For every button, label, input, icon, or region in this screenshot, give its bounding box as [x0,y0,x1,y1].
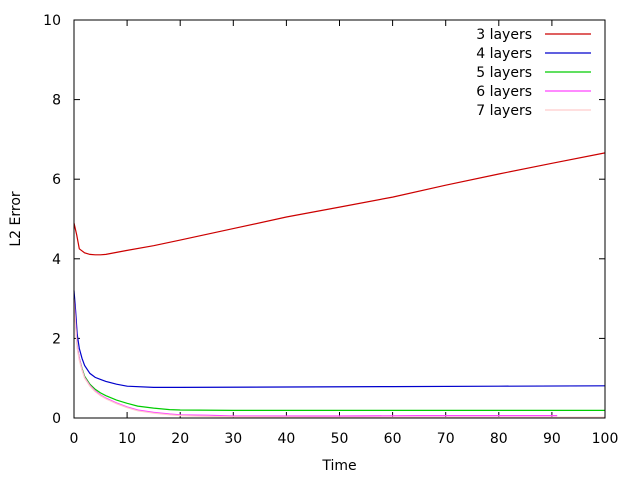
x-tick-label: 50 [331,431,349,447]
series-line-6-layers [73,298,558,417]
series-line-4-layers [73,290,606,388]
x-tick-label: 80 [490,431,508,447]
x-tick-label: 90 [543,431,561,447]
x-tick-label: 0 [70,431,79,447]
y-tick-label: 10 [43,13,61,29]
y-tick-label: 4 [52,252,61,268]
legend: 3 layers 4 layers 5 layers 6 layers 7 layers [476,27,591,119]
x-tick-label: 30 [224,431,242,447]
series-line-3-layers [73,152,606,256]
series-line-5-layers [73,298,605,411]
y-tick-label: 8 [52,93,61,109]
legend-label: 3 layers [476,27,532,43]
plot-frame [73,19,606,419]
y-axis-title: L2 Error [8,191,24,247]
x-tick-label: 20 [171,431,189,447]
legend-label: 4 layers [476,46,532,62]
y-tick-label: 2 [52,331,61,347]
x-axis-title: Time [321,458,356,474]
legend-label: 5 layers [476,65,532,81]
x-tick-label: 70 [437,431,455,447]
series-line-7-layers [73,302,605,418]
x-tick-label: 10 [118,431,136,447]
tick-labels: 0 10 20 30 40 50 60 70 80 90 100 0 2 4 6 8 10 [43,13,618,447]
series-lines [73,152,606,418]
x-tick-label: 40 [277,431,295,447]
legend-label: 6 layers [476,84,532,100]
x-tick-label: 60 [384,431,402,447]
x-tick-label: 100 [592,431,619,447]
y-tick-label: 0 [52,411,61,427]
legend-label: 7 layers [476,103,532,119]
y-tick-label: 6 [52,172,61,188]
